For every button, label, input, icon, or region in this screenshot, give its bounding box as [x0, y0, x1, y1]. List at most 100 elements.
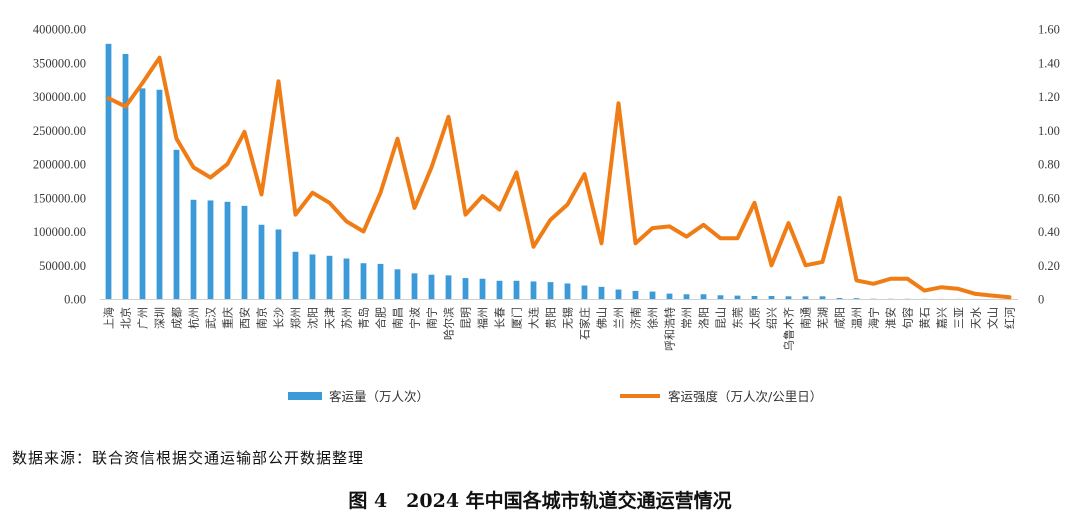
category-label: 乌鲁木齐	[782, 307, 796, 351]
left-tick-label: 50000.00	[39, 259, 86, 273]
category-label: 洛阳	[697, 307, 711, 329]
bar-南昌	[394, 269, 401, 299]
left-tick-label: 250000.00	[33, 124, 86, 138]
category-label: 句容	[901, 307, 915, 329]
category-label: 贵阳	[545, 307, 558, 329]
bar-宁波	[411, 273, 418, 299]
category-label: 重庆	[221, 307, 235, 329]
bar-南宁	[428, 274, 435, 299]
right-tick-label: 1.40	[1038, 56, 1060, 70]
category-label: 红河	[1004, 307, 1017, 329]
bar-重庆	[224, 201, 231, 299]
category-label: 南京	[255, 307, 269, 329]
category-label: 广州	[137, 307, 150, 329]
bar-济南	[632, 290, 639, 299]
right-y-axis: 0 0.20 0.40 0.60 0.80 1.00 1.20 1.40 1.60	[1038, 23, 1060, 307]
bar-常州	[683, 294, 690, 299]
category-label: 文山	[986, 307, 1000, 329]
bar-青岛	[360, 263, 367, 299]
category-label: 南宁	[425, 307, 439, 329]
category-label: 上海	[102, 307, 116, 329]
category-label: 大连	[527, 307, 541, 329]
category-label: 长春	[494, 307, 507, 329]
category-label: 昆明	[460, 307, 473, 329]
right-tick-label: 1.60	[1038, 23, 1060, 37]
bar-兰州	[615, 289, 622, 299]
category-label: 沈阳	[306, 307, 320, 329]
category-label: 北京	[119, 307, 133, 329]
category-label: 深圳	[154, 307, 167, 329]
category-label: 徐州	[646, 307, 660, 329]
bar-芜湖	[819, 296, 826, 299]
bar-东莞	[734, 295, 741, 299]
category-label: 成都	[171, 307, 184, 329]
bar-南通	[802, 296, 809, 299]
category-label: 西安	[238, 307, 252, 329]
bar-昆山	[717, 295, 724, 299]
legend-swatch-volume	[288, 392, 322, 400]
left-y-axis: 0.00 50000.00 100000.00 150000.00 200000.00 2…	[33, 23, 86, 307]
bar-佛山	[598, 286, 605, 299]
category-label: 长沙	[273, 307, 286, 329]
category-label: 苏州	[341, 307, 354, 329]
bar-厦门	[513, 280, 520, 299]
category-label: 济南	[629, 307, 643, 329]
legend-label-intensity: 客运强度（万人次/公里日）	[668, 389, 822, 404]
category-label: 芜湖	[816, 307, 830, 329]
category-label: 海宁	[867, 307, 881, 329]
right-tick-label: 1.00	[1038, 124, 1060, 138]
category-label: 兰州	[613, 307, 626, 329]
bar-广州	[139, 88, 146, 300]
left-tick-label: 400000.00	[33, 23, 86, 37]
left-tick-label: 150000.00	[33, 191, 86, 205]
category-label: 哈尔滨	[442, 307, 456, 340]
category-label: 淮安	[884, 307, 898, 329]
category-label: 常州	[681, 307, 694, 329]
right-tick-label: 0.80	[1038, 158, 1060, 172]
category-label: 石家庄	[578, 307, 592, 340]
bar-洛阳	[700, 294, 707, 299]
category-label: 青岛	[357, 307, 371, 329]
category-label: 福州	[476, 307, 490, 329]
category-label: 无锡	[561, 307, 575, 329]
category-label: 杭州	[187, 307, 201, 329]
category-label: 南通	[800, 307, 813, 329]
category-label: 天津	[324, 307, 337, 329]
category-label: 温州	[851, 307, 864, 329]
category-label: 武汉	[205, 307, 218, 329]
category-label: 厦门	[510, 307, 524, 329]
category-label: 郑州	[289, 307, 303, 329]
bar-绍兴	[768, 295, 775, 299]
left-tick-label: 350000.00	[33, 56, 86, 70]
category-label: 太原	[749, 307, 762, 329]
bar-呼和浩特	[666, 293, 673, 299]
source-note: 数据来源：联合资信根据交通运输部公开数据整理	[12, 449, 365, 467]
bar-西安	[241, 205, 248, 299]
bar-series	[105, 43, 1013, 300]
right-tick-label: 0.40	[1038, 225, 1060, 239]
bar-温州	[853, 298, 860, 299]
legend: 客运量（万人次） 客运强度（万人次/公里日）	[288, 389, 822, 404]
bar-无锡	[564, 283, 571, 299]
category-label: 三亚	[953, 307, 966, 329]
bar-徐州	[649, 291, 656, 299]
bar-贵阳	[547, 282, 554, 299]
category-label: 嘉兴	[935, 307, 949, 329]
right-tick-label: 1.20	[1038, 90, 1060, 104]
bar-乌鲁木齐	[785, 296, 792, 299]
right-tick-label: 0.60	[1038, 191, 1060, 205]
bar-北京	[122, 53, 129, 299]
bar-合肥	[377, 263, 384, 299]
right-tick-label: 0	[1038, 293, 1044, 307]
category-label: 咸阳	[834, 307, 847, 329]
left-tick-label: 100000.00	[33, 225, 86, 239]
category-label: 黄石	[918, 307, 932, 329]
bar-长沙	[275, 229, 282, 299]
bar-咸阳	[836, 297, 843, 299]
category-label: 东莞	[732, 307, 745, 329]
legend-label-volume: 客运量（万人次）	[329, 389, 429, 404]
chart: 0.00 50000.00 100000.00 150000.00 200000.00 2…	[33, 23, 1060, 405]
bar-大连	[530, 281, 537, 299]
bar-哈尔滨	[445, 275, 452, 299]
category-label: 宁波	[408, 307, 422, 329]
